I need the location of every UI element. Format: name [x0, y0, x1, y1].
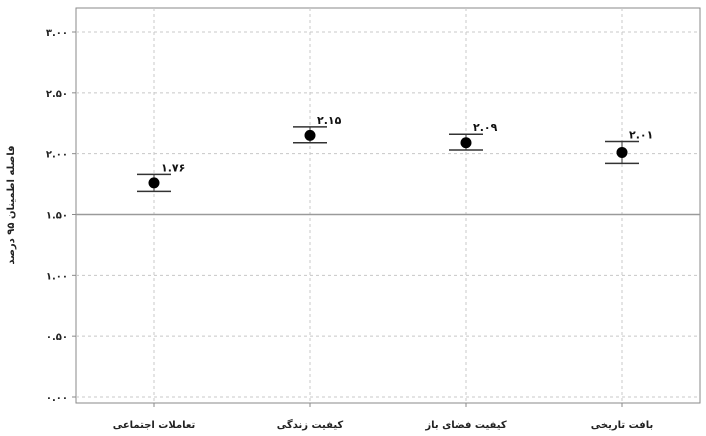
y-tick-label: ۲.۵۰: [46, 89, 68, 100]
data-point: [460, 137, 472, 149]
y-tick-label: ۱.۰۰: [46, 271, 68, 282]
x-axis-labels: تعاملات اجتماعی کیفیت زندگی کیفیت فضای باز…: [113, 403, 653, 431]
y-tick-label: ۰.۰۰: [46, 393, 68, 404]
x-tick-label: کیفیت زندگی: [277, 418, 344, 431]
data-value-label: ۱.۷۶: [161, 161, 185, 174]
data-value-label: ۲.۱۵: [317, 114, 342, 127]
y-tick-label: ۳.۰۰: [46, 28, 68, 39]
data-value-label: ۲.۰۱: [629, 129, 653, 142]
data-value-label: ۲.۰۹: [473, 121, 498, 134]
y-tick-label: ۱.۵۰: [46, 211, 68, 222]
data-point: [304, 129, 316, 141]
data-point: [616, 146, 628, 158]
x-tick-label: تعاملات اجتماعی: [113, 420, 196, 431]
y-tick-label: ۲.۰۰: [46, 150, 68, 161]
plot-frame: [75, 7, 701, 404]
x-tick-label: بافت تاریخی: [591, 420, 653, 431]
grid: [76, 8, 700, 403]
y-axis-title: فاصله اطمینان ۹۵ درصد: [6, 145, 17, 264]
x-tick-label: کیفیت فضای باز: [424, 420, 506, 431]
y-tick-label: ۰.۵۰: [46, 332, 68, 343]
data-points: ۱.۷۶ ۲.۱۵ ۲.۰۹ ۲.۰۱: [137, 114, 653, 193]
y-axis-ticks: ۰.۰۰ ۰.۵۰ ۱.۰۰ ۱.۵۰ ۲.۰۰ ۲.۵۰ ۳.۰۰: [46, 28, 76, 404]
data-point: [148, 177, 160, 189]
